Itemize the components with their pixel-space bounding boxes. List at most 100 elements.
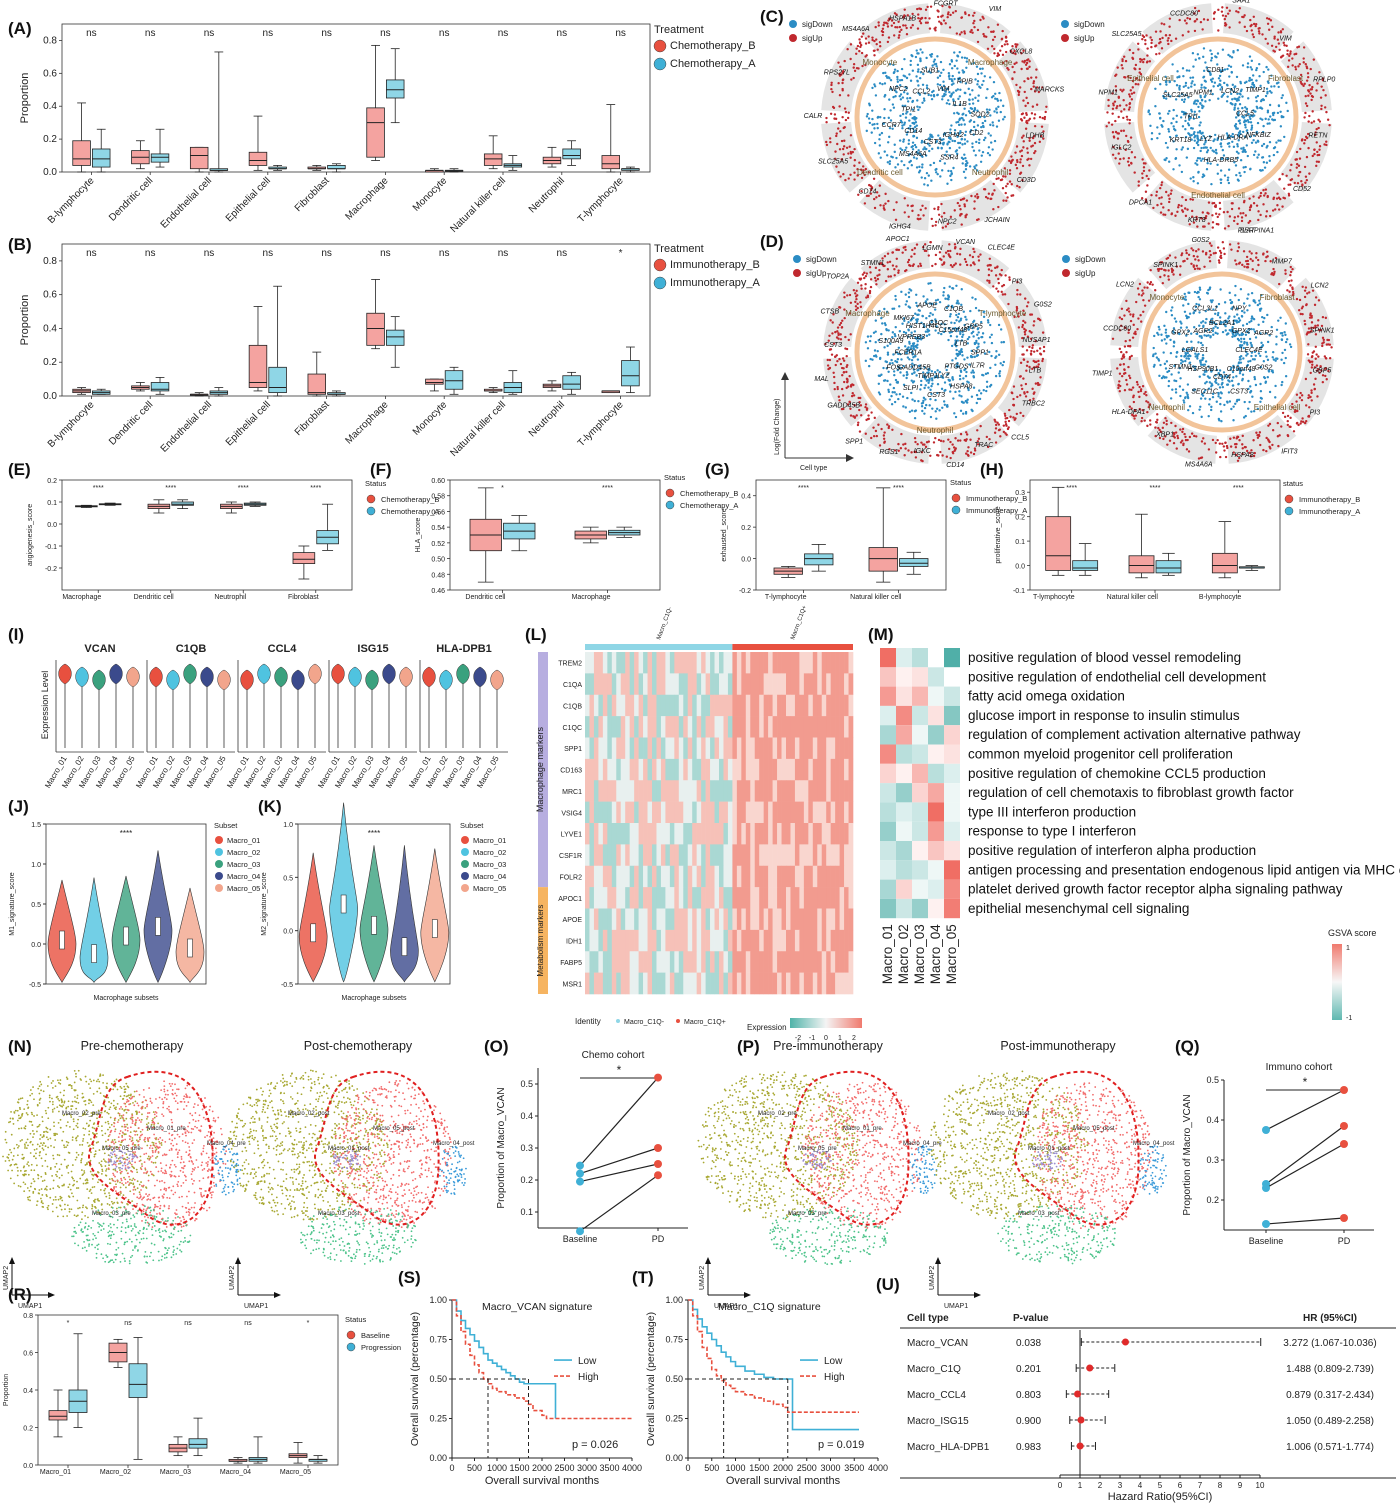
sigup-point (1022, 358, 1025, 361)
sigdown-point (899, 98, 903, 101)
sigdown-point (955, 284, 958, 287)
sigdown-point (922, 295, 925, 298)
sigup-point (895, 13, 898, 16)
sigdown-point (921, 101, 924, 105)
sigdown-point (911, 398, 914, 401)
sigup-point (1294, 68, 1298, 71)
sigup-point (1141, 172, 1144, 175)
sigdown-point (878, 374, 882, 378)
sigdown-point (1271, 356, 1274, 359)
sigdown-point (1219, 391, 1223, 394)
sigup-point (960, 31, 963, 34)
sigup-point (1305, 155, 1309, 159)
sigdown-point (911, 69, 915, 72)
significance-label: ns (321, 248, 332, 259)
sigup-point (1120, 350, 1123, 354)
sigup-point (1149, 36, 1152, 39)
sigup-point (1304, 175, 1308, 178)
sigdown-point (983, 119, 987, 123)
sigdown-point (984, 372, 988, 376)
sigup-point (1266, 195, 1269, 199)
sigdown-point (1248, 320, 1251, 324)
sigup-point (1203, 265, 1206, 268)
sigup-point (1168, 197, 1171, 201)
sigup-point (994, 420, 997, 423)
sigup-point (1023, 333, 1027, 336)
sigup-point (1159, 186, 1162, 190)
sigdown-point (950, 78, 953, 81)
y-tick-label: 0.8 (43, 256, 57, 267)
sigdown-point (865, 115, 869, 118)
legend-item: sigUp (806, 269, 827, 278)
x-tick-label: Endothelial cell (159, 399, 214, 454)
sigdown-point (1250, 68, 1254, 71)
sigup-point (836, 385, 839, 389)
sigup-point (1255, 252, 1258, 255)
sigup-point (934, 220, 938, 224)
sigup-point (992, 208, 995, 211)
sigdown-point (1256, 121, 1260, 125)
sigdown-point (935, 417, 938, 420)
sigup-point (1320, 104, 1323, 107)
sigdown-point (1159, 363, 1162, 367)
sigup-point (975, 193, 979, 196)
sigup-point (1187, 450, 1191, 453)
sigdown-point (1248, 337, 1252, 341)
sigdown-point (971, 409, 974, 413)
sigup-point (1015, 61, 1018, 64)
sigdown-point (971, 145, 974, 149)
sigup-point (1166, 39, 1169, 42)
sigup-point (934, 262, 937, 266)
sigup-point (1183, 259, 1186, 263)
sigup-point (1032, 320, 1036, 323)
sigup-point (1004, 35, 1008, 39)
sigdown-point (991, 148, 994, 151)
sigdown-point (948, 90, 951, 94)
sigdown-point (1236, 313, 1239, 316)
sigdown-point (873, 127, 876, 130)
sigup-point (954, 9, 957, 13)
sigup-point (1142, 298, 1145, 302)
sigup-point (959, 439, 962, 442)
gene-label: NPC2 (889, 86, 908, 93)
sigup-point (1259, 443, 1262, 447)
sigdown-point (1175, 114, 1179, 117)
sigup-point (1296, 181, 1300, 185)
sigup-point (1299, 422, 1302, 425)
sigdown-point (964, 164, 968, 168)
sigup-point (906, 260, 910, 264)
sigup-point (920, 459, 923, 462)
sigdown-point (934, 398, 937, 402)
sigup-point (1148, 419, 1152, 422)
sigdown-point (1201, 354, 1205, 357)
sigdown-point (916, 99, 919, 102)
sigup-point (953, 247, 957, 250)
sigup-point (891, 428, 894, 431)
sigdown-point (951, 359, 954, 362)
sigup-point (1190, 247, 1193, 250)
sigdown-point (922, 399, 925, 403)
sigup-point (1327, 338, 1331, 342)
sigup-point (1207, 222, 1210, 225)
sigup-point (1286, 414, 1290, 418)
sigup-point (1150, 41, 1153, 45)
sigdown-point (925, 86, 929, 90)
sigdown-point (1171, 63, 1174, 66)
sigdown-point (998, 370, 1002, 373)
y-tick-label: 0.8 (23, 1313, 33, 1320)
sigup-point (863, 202, 867, 205)
gene-label: SOD2 (970, 112, 989, 119)
sigup-point (1209, 253, 1212, 257)
sigup-point (1162, 206, 1165, 209)
sigup-point (1028, 65, 1031, 69)
sigup-point (1317, 118, 1320, 121)
sigup-point (1258, 26, 1261, 30)
legend-swatch (789, 34, 797, 42)
sigup-point (1038, 140, 1042, 144)
sigup-point (858, 41, 862, 44)
sigup-point (1263, 194, 1266, 197)
sigup-point (1226, 210, 1229, 214)
sigup-point (1016, 89, 1020, 93)
gene-label: SLC25A5 (818, 159, 848, 166)
sigup-point (996, 265, 999, 268)
